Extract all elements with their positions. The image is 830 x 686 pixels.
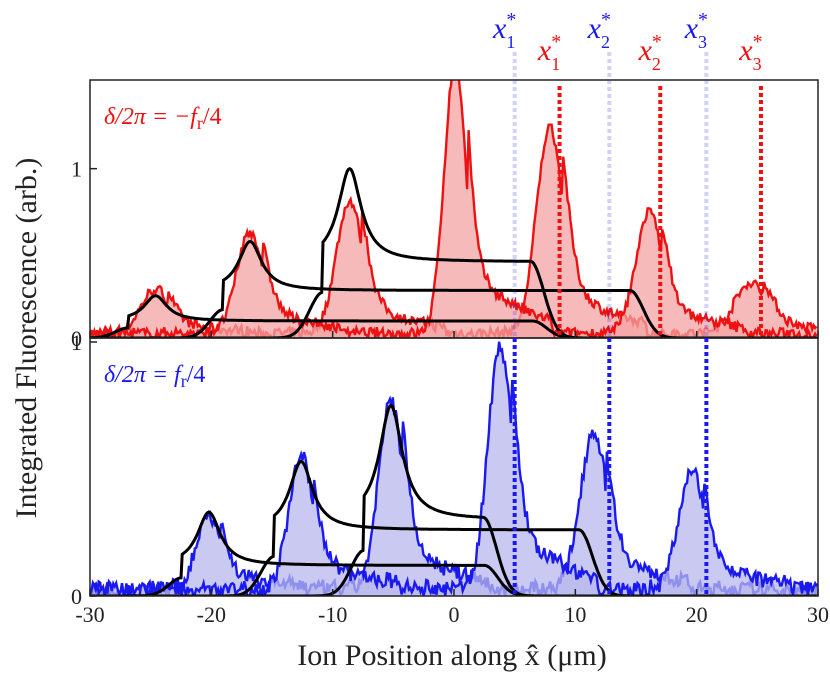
x-axis-label: Ion Position along x̂ (μm) — [297, 639, 606, 672]
marker-sub: 1 — [506, 32, 515, 52]
panel-annotation-bottom: δ/2π = fr/4 — [104, 362, 205, 391]
marker-sup: * — [753, 31, 763, 53]
red-marker-label: x* 1 — [537, 31, 561, 74]
blue-marker-label: x* 2 — [587, 9, 611, 52]
red-marker-label: x* 3 — [738, 31, 762, 74]
top-panel: 0 1 δ/2π = −fr/4 — [71, 79, 819, 351]
y-tick-label-top: 1 — [71, 157, 82, 182]
marker-sub: 2 — [652, 54, 661, 74]
marker-sup: * — [601, 9, 611, 31]
marker-sup: * — [506, 9, 516, 31]
y-tick-label-bottom: 1 — [71, 330, 82, 355]
blue-marker-label: x* 1 — [492, 9, 516, 52]
x-tick-label: -20 — [197, 602, 226, 627]
red-marker-label: x* 2 — [638, 31, 662, 74]
annotation-tail: /4 — [203, 104, 222, 130]
marker-sub: 1 — [551, 54, 560, 74]
annotation-subscript: r — [197, 113, 203, 133]
panel-annotation-top: δ/2π = −fr/4 — [104, 104, 222, 133]
x-tick-label: 30 — [807, 602, 829, 627]
marker-sub: 3 — [698, 32, 707, 52]
fit-curve-top-1 — [90, 239, 817, 338]
marker-sup: * — [551, 31, 561, 53]
fit-curve-bottom-2 — [90, 403, 817, 596]
marker-sup: * — [698, 9, 708, 31]
annotation-subscript: r — [181, 371, 187, 391]
marker-lines: x* 1 x* 2 x* 3 x* 1 x* 2 x* 3 — [492, 9, 763, 596]
marker-sub: 3 — [753, 54, 762, 74]
trace-fill-top-0 — [90, 124, 818, 338]
fit-curve-top-2 — [90, 166, 817, 338]
fit-curve-bottom-0 — [90, 510, 817, 596]
x-tick-label: 20 — [686, 602, 708, 627]
annotation-tail: /4 — [187, 362, 206, 388]
bottom-panel: 0 1 δ/2π = fr/4 — [71, 330, 819, 609]
x-tick-label: -10 — [318, 602, 347, 627]
trace-fill-top-1 — [90, 80, 818, 338]
y-axis-label: Integrated Fluorescence (arb.) — [10, 158, 43, 519]
blue-marker-label: x* 3 — [684, 9, 708, 52]
x-tick-label: -30 — [75, 602, 104, 627]
marker-sup: * — [652, 31, 662, 53]
plot-area-top — [90, 80, 818, 338]
y-tick-label-bottom: 0 — [71, 584, 82, 609]
axes: -30 -20 -10 0 10 20 30 — [75, 331, 829, 627]
x-tick-label: 10 — [564, 602, 586, 627]
y-tick-label-top: 0 — [71, 326, 82, 351]
marker-sub: 2 — [601, 32, 610, 52]
fit-curve-bottom-1 — [90, 459, 817, 596]
x-tick-label: 0 — [449, 602, 460, 627]
